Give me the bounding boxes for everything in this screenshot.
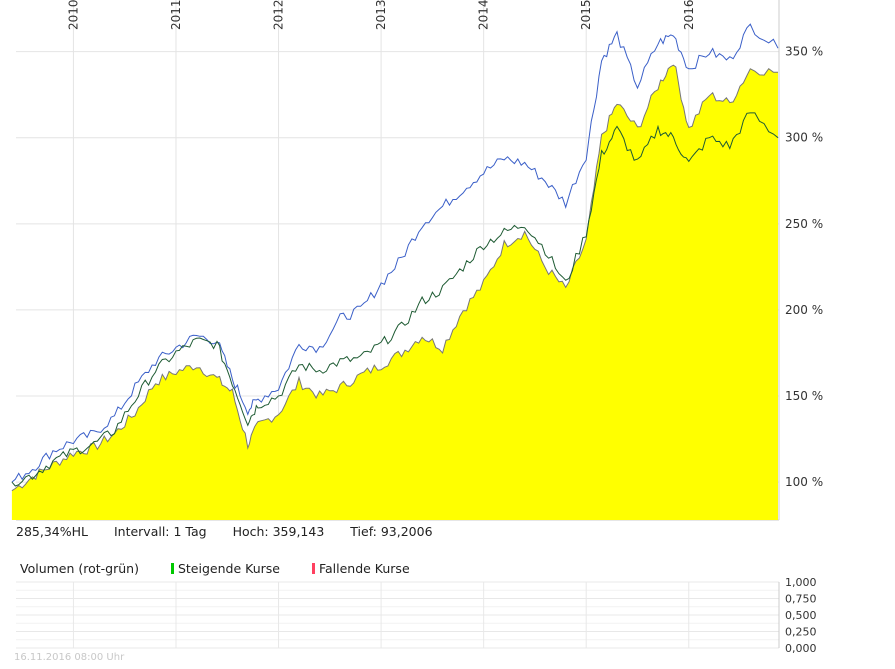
- y-tick-label: 350 %: [785, 45, 823, 59]
- x-tick-label: 2015: [579, 0, 593, 30]
- chart-info-bar: 285,34%HL Intervall: 1 Tag Hoch: 359,143…: [16, 524, 455, 539]
- volume-tick-label: 0,500: [785, 609, 817, 622]
- volume-legend: Volumen (rot-grün) Steigende Kurse Falle…: [20, 561, 438, 576]
- performance-label: 285,34%HL: [16, 524, 88, 539]
- series-line-2: [11, 64, 779, 492]
- y-tick-label: 150 %: [785, 389, 823, 403]
- x-tick-label: 2013: [374, 0, 388, 30]
- x-axis-labels: 2010 2011 2012 2013 2014 2015 2016: [66, 0, 695, 30]
- y-axis-labels: 350 % 300 % 250 % 200 % 150 % 100 %: [785, 45, 823, 489]
- volume-tick-label: 0,250: [785, 626, 817, 639]
- high-label: Hoch: 359,143: [232, 524, 325, 539]
- x-tick-label: 2011: [169, 0, 183, 30]
- y-tick-label: 250 %: [785, 217, 823, 231]
- series-line-0: [11, 23, 779, 483]
- series-layer: [11, 23, 779, 492]
- volume-title: Volumen (rot-grün): [20, 561, 139, 576]
- x-tick-label: 2016: [682, 0, 696, 30]
- legend-rising-label: Steigende Kurse: [177, 561, 280, 576]
- volume-tick-label: 0,000: [785, 642, 817, 655]
- volume-tick-label: 1,000: [785, 576, 817, 589]
- x-tick-label: 2010: [66, 0, 80, 30]
- x-tick-label: 2012: [272, 0, 286, 30]
- series-area-2: [11, 65, 778, 520]
- y-tick-label: 100 %: [785, 475, 823, 489]
- legend-rising: Steigende Kurse: [170, 561, 280, 576]
- volume-grid: [16, 581, 780, 649]
- timestamp: 16.11.2016 08:00 Uhr: [14, 652, 125, 663]
- y-tick-label: 300 %: [785, 131, 823, 145]
- falling-swatch: [311, 563, 315, 574]
- legend-falling-label: Fallende Kurse: [318, 561, 410, 576]
- interval-label: Intervall: 1 Tag: [113, 524, 207, 539]
- rising-swatch: [170, 563, 174, 574]
- series-line-1: [11, 112, 779, 487]
- low-label: Tief: 93,2006: [350, 524, 433, 539]
- x-tick-label: 2014: [477, 0, 491, 30]
- y-tick-label: 200 %: [785, 303, 823, 317]
- area-layer: [11, 65, 778, 520]
- volume-tick-label: 0,750: [785, 593, 817, 606]
- volume-axis-labels: 1,000 0,750 0,500 0,250 0,000: [785, 576, 817, 655]
- legend-falling: Fallende Kurse: [311, 561, 410, 576]
